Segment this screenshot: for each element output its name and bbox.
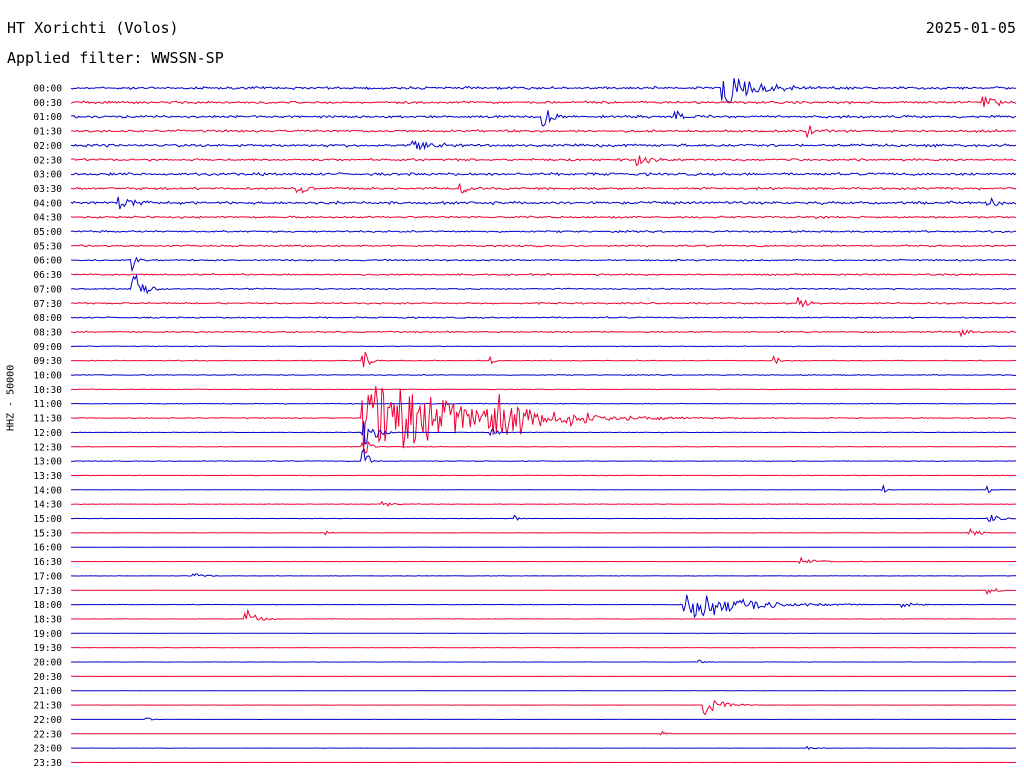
- time-tick-label: 09:30: [33, 356, 62, 367]
- trace-line: [70, 171, 1017, 177]
- trace-line: [70, 196, 1017, 210]
- time-tick-label: 10:00: [33, 371, 62, 382]
- trace-line: [70, 717, 1016, 721]
- time-tick-label: 01:30: [33, 127, 62, 138]
- time-tick-label: 12:30: [33, 442, 62, 453]
- trace-line: [70, 594, 1016, 619]
- time-tick-label: 07:00: [33, 284, 62, 295]
- time-tick-label: 17:00: [33, 571, 62, 582]
- trace-line: [70, 328, 1017, 338]
- trace-line: [70, 421, 1017, 445]
- trace-line: [70, 699, 1017, 716]
- station-date: 2025-01-05: [925, 19, 1016, 37]
- time-tick-label: 02:30: [33, 155, 62, 166]
- time-tick-label: 20:30: [33, 672, 62, 683]
- time-tick-label: 04:00: [33, 198, 62, 209]
- trace-line: [70, 386, 1017, 450]
- trace-line: [70, 229, 1017, 234]
- trace-line: [70, 608, 1016, 621]
- time-tick-label: 15:00: [33, 514, 62, 525]
- trace-line: [71, 573, 1016, 578]
- station-title: HT Xorichti (Volos): [7, 19, 179, 37]
- time-tick-label: 22:00: [33, 715, 62, 726]
- time-tick-label: 06:30: [33, 270, 62, 281]
- time-tick-label: 11:00: [33, 399, 62, 410]
- trace-line: [70, 273, 1017, 295]
- time-tick-label: 14:30: [33, 500, 62, 511]
- trace-line: [70, 388, 1017, 391]
- trace-line: [70, 139, 1017, 151]
- filter-label: Applied filter: WWSSN-SP: [7, 49, 224, 67]
- trace-line: [71, 352, 1017, 368]
- time-tick-label: 16:30: [33, 557, 62, 568]
- trace-line: [70, 256, 1017, 273]
- time-tick-label: 04:30: [33, 213, 62, 224]
- time-tick-label: 12:00: [33, 428, 62, 439]
- time-tick-label: 00:30: [33, 98, 62, 109]
- trace-line: [71, 730, 1016, 736]
- time-tick-label: 09:00: [33, 342, 62, 353]
- trace-line: [70, 474, 1016, 477]
- time-tick-label: 08:00: [33, 313, 62, 324]
- trace-line: [70, 527, 1017, 536]
- trace-line: [70, 556, 1017, 565]
- trace-line: [70, 215, 1017, 220]
- time-tick-label: 17:30: [33, 586, 62, 597]
- time-tick-label: 21:00: [33, 686, 62, 697]
- trace-line: [70, 96, 1017, 107]
- trace-line: [70, 78, 1017, 104]
- time-tick-label: 13:00: [33, 457, 62, 468]
- time-tick-label: 05:00: [33, 227, 62, 238]
- time-tick-label: 18:00: [33, 600, 62, 611]
- time-tick-label: 07:30: [33, 299, 62, 310]
- time-tick-label: 19:30: [33, 643, 62, 654]
- time-tick-label: 18:30: [33, 614, 62, 625]
- trace-line: [70, 373, 1017, 377]
- time-tick-label: 03:00: [33, 170, 62, 181]
- trace-line: [71, 745, 1016, 751]
- trace-line: [70, 244, 1017, 248]
- time-tick-label: 15:30: [33, 528, 62, 539]
- time-tick-label: 16:00: [33, 543, 62, 554]
- trace-line: [71, 441, 1016, 454]
- trace-line: [71, 402, 1017, 405]
- trace-line: [70, 514, 1016, 522]
- trace-line: [70, 183, 1017, 194]
- time-tick-label: 13:30: [33, 471, 62, 482]
- time-tick-label: 03:30: [33, 184, 62, 195]
- time-tick-label: 22:30: [33, 729, 62, 740]
- trace-line: [70, 110, 1017, 127]
- time-tick-label: 10:30: [33, 385, 62, 396]
- time-tick-label: 21:30: [33, 701, 62, 712]
- time-tick-label: 06:00: [33, 256, 62, 267]
- time-tick-label: 23:30: [33, 758, 62, 769]
- trace-line: [70, 155, 1017, 167]
- time-tick-label: 08:30: [33, 327, 62, 338]
- time-tick-label: 02:00: [33, 141, 62, 152]
- trace-line: [70, 273, 1017, 277]
- time-tick-label: 05:30: [33, 241, 62, 252]
- trace-line: [70, 296, 1017, 308]
- trace-line: [70, 588, 1016, 596]
- time-tick-label: 14:00: [33, 485, 62, 496]
- time-tick-label: 00:00: [33, 84, 62, 95]
- trace-line: [70, 448, 1017, 463]
- trace-line: [71, 500, 1016, 507]
- time-tick-label: 20:00: [33, 658, 62, 669]
- time-tick-label: 01:00: [33, 112, 62, 123]
- time-tick-label: 23:00: [33, 744, 62, 755]
- trace-line: [70, 125, 1017, 138]
- trace-line: [70, 345, 1016, 348]
- time-tick-label: 11:30: [33, 414, 62, 425]
- trace-line: [71, 483, 1017, 493]
- trace-line: [70, 316, 1017, 319]
- time-tick-label: 19:00: [33, 629, 62, 640]
- trace-line: [71, 659, 1017, 664]
